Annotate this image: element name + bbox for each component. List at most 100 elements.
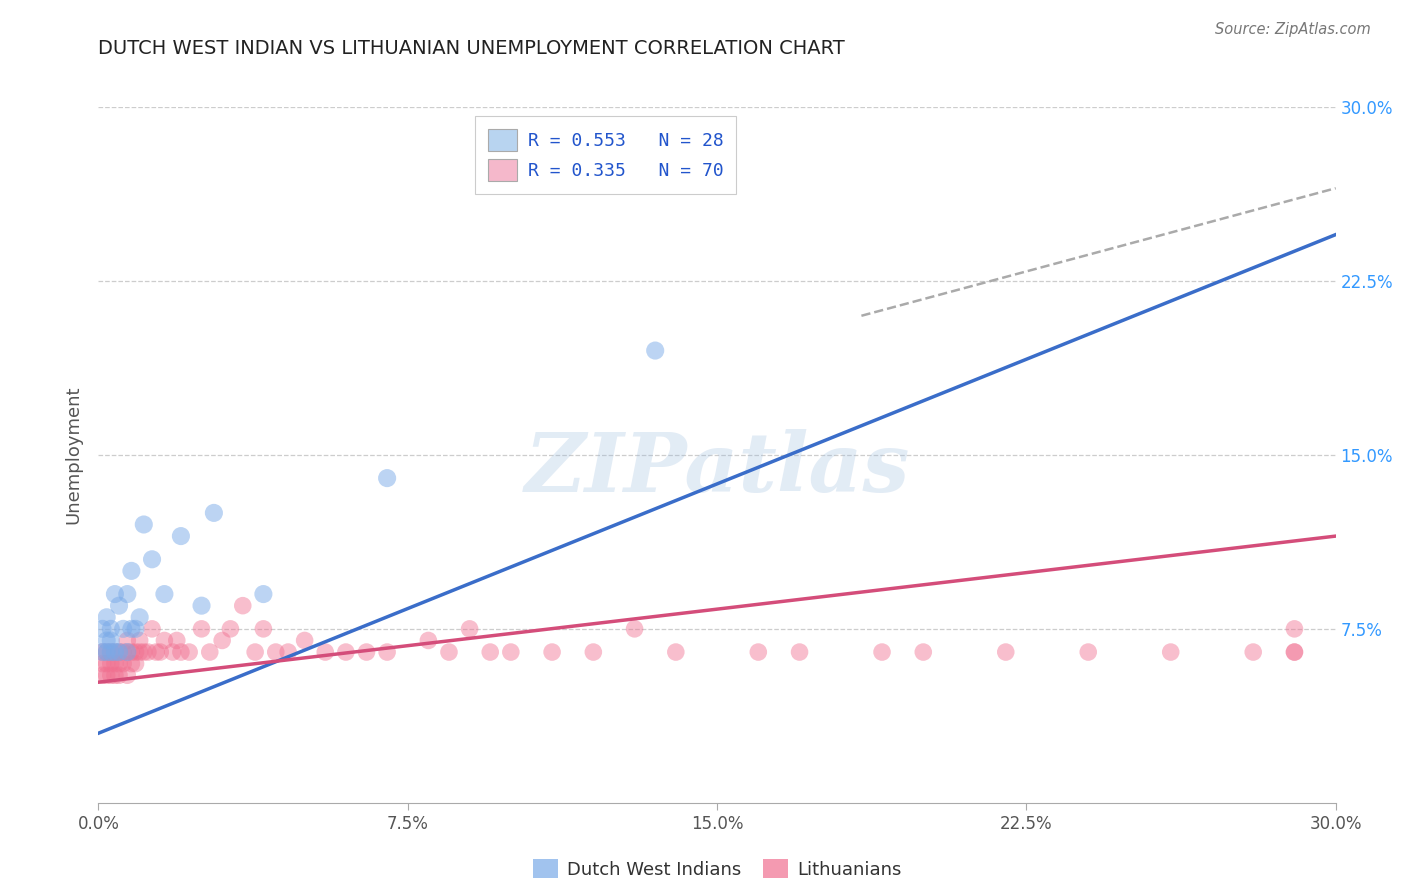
Point [437,645,460,659]
Point [356,645,378,659]
Point [120,564,142,578]
Point [104,645,127,659]
Point [100,645,122,659]
Point [100,657,122,671]
Point [100,645,122,659]
Point [623,622,645,636]
Point [198,645,221,659]
Point [141,622,163,636]
Point [252,622,274,636]
Point [277,645,299,659]
Point [219,622,242,636]
Point [582,645,605,659]
Point [418,633,440,648]
Point [124,622,146,636]
Text: DUTCH WEST INDIAN VS LITHUANIAN UNEMPLOYMENT CORRELATION CHART: DUTCH WEST INDIAN VS LITHUANIAN UNEMPLOY… [98,39,845,58]
Point [112,657,135,671]
Point [162,645,184,659]
Point [314,645,336,659]
Point [1077,645,1099,659]
Point [665,645,688,659]
Point [243,645,266,659]
Point [170,529,193,543]
Point [108,668,131,682]
Point [458,622,481,636]
Point [335,645,357,659]
Point [128,610,150,624]
Point [124,645,146,659]
Point [179,645,201,659]
Point [120,645,142,659]
Point [232,599,254,613]
Text: Source: ZipAtlas.com: Source: ZipAtlas.com [1215,22,1371,37]
Point [294,633,316,648]
Point [153,633,176,648]
Point [108,599,131,613]
Point [96,645,118,659]
Point [91,657,114,671]
Point [132,517,155,532]
Point [108,657,131,671]
Point [104,657,127,671]
Point [211,633,233,648]
Point [91,622,114,636]
Point [149,645,172,659]
Point [117,633,139,648]
Point [479,645,502,659]
Point [96,657,118,671]
Point [117,645,139,659]
Point [117,587,139,601]
Point [541,645,564,659]
Point [1284,645,1306,659]
Point [789,645,811,659]
Point [141,552,163,566]
Point [91,645,114,659]
Point [747,645,769,659]
Point [644,343,666,358]
Point [375,471,398,485]
Y-axis label: Unemployment: Unemployment [65,385,83,524]
Text: ZIPatlas: ZIPatlas [524,429,910,508]
Point [96,668,118,682]
Point [91,668,114,682]
Point [994,645,1017,659]
Point [128,645,150,659]
Point [136,645,159,659]
Point [96,645,118,659]
Point [1241,645,1264,659]
Point [117,645,139,659]
Point [112,645,135,659]
Point [100,668,122,682]
Point [91,645,114,659]
Point [264,645,287,659]
Point [870,645,893,659]
Point [104,587,127,601]
Point [112,622,135,636]
Point [145,645,167,659]
Point [104,668,127,682]
Point [108,645,131,659]
Point [100,622,122,636]
Point [1160,645,1182,659]
Point [120,657,142,671]
Point [190,622,212,636]
Point [499,645,522,659]
Point [100,633,122,648]
Point [190,599,212,613]
Point [166,633,188,648]
Point [96,610,118,624]
Point [124,657,146,671]
Point [120,622,142,636]
Point [108,645,131,659]
Point [96,633,118,648]
Point [132,645,155,659]
Point [375,645,398,659]
Point [117,668,139,682]
Legend: Dutch West Indians, Lithuanians: Dutch West Indians, Lithuanians [523,850,911,888]
Point [104,645,127,659]
Point [1284,645,1306,659]
Point [912,645,935,659]
Point [202,506,225,520]
Point [1284,622,1306,636]
Point [128,633,150,648]
